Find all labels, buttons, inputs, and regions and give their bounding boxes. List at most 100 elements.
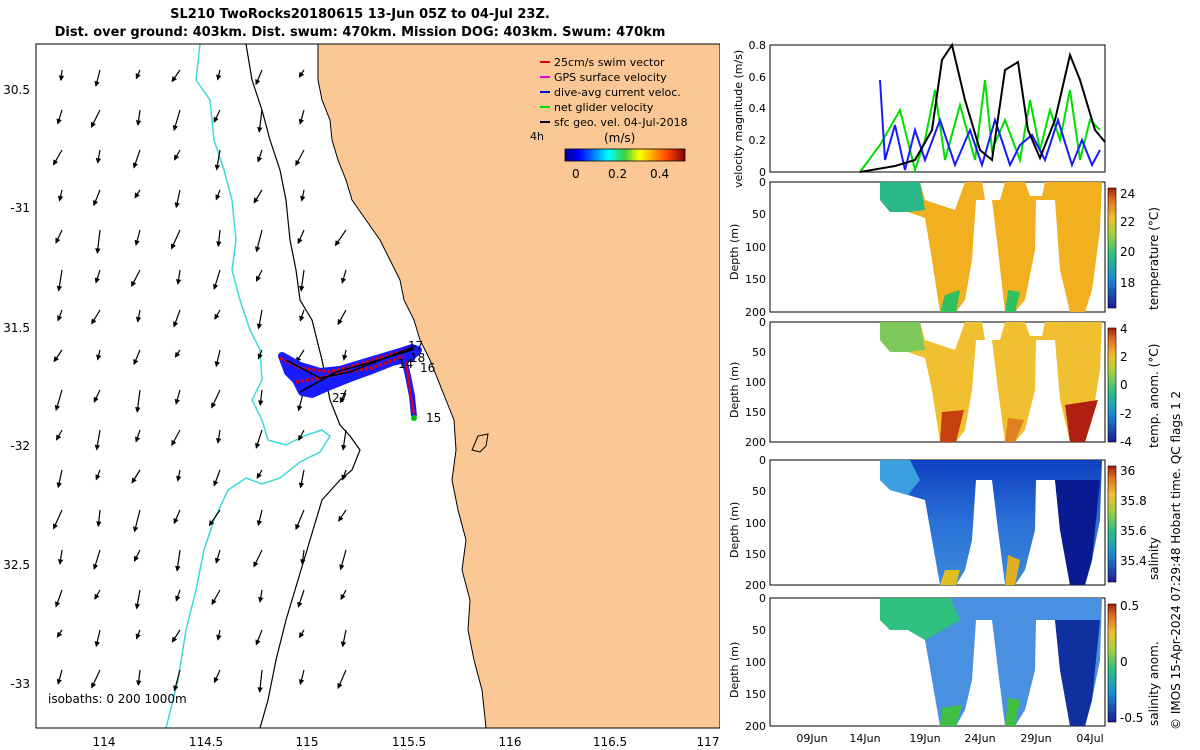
vector-arrowhead bbox=[170, 243, 176, 250]
vector-arrowhead bbox=[216, 241, 222, 248]
vector-arrowhead bbox=[92, 563, 99, 571]
vector-arrowhead bbox=[256, 472, 262, 479]
vector-arrowhead bbox=[57, 195, 64, 202]
vector-arrowhead bbox=[134, 603, 141, 610]
vector-arrowhead bbox=[57, 315, 63, 322]
legend-label-swim: 25cm/s swim vector bbox=[554, 56, 665, 69]
vector-arrowhead bbox=[172, 124, 178, 132]
vector-arrowhead bbox=[135, 120, 142, 126]
vector-arrowhead bbox=[340, 277, 347, 284]
vector-arrowhead bbox=[216, 74, 222, 81]
vector-arrowhead bbox=[255, 442, 261, 449]
svg-text:0: 0 bbox=[759, 592, 766, 605]
sal-anom-field bbox=[880, 598, 1102, 726]
vector-arrowhead bbox=[298, 434, 304, 442]
vector-arrowhead bbox=[95, 474, 101, 481]
vector-arrowhead bbox=[93, 396, 99, 403]
vector-arrowhead bbox=[341, 444, 347, 451]
map-panel: 17 18 14 16 15 27 25cm/s swim vector GPS… bbox=[3, 43, 720, 749]
salinity-colorbar bbox=[1107, 465, 1117, 583]
vector-arrowhead bbox=[338, 515, 344, 522]
svg-text:20: 20 bbox=[1120, 245, 1135, 259]
vector-arrowhead bbox=[52, 523, 58, 530]
svg-text:100: 100 bbox=[745, 656, 766, 669]
vector-arrowhead bbox=[95, 157, 102, 164]
vector-arrowhead bbox=[208, 520, 215, 527]
colorbar-tick: 0 bbox=[572, 167, 580, 181]
map-y-tick: -31 bbox=[10, 201, 30, 215]
vector-arrowhead bbox=[134, 239, 140, 246]
vector-arrowhead bbox=[94, 80, 100, 87]
vector-arrowhead bbox=[173, 518, 179, 525]
vector-arrowhead bbox=[299, 315, 305, 322]
vector-arrowhead bbox=[214, 313, 220, 320]
vector-arrowhead bbox=[171, 636, 178, 643]
temperature-field bbox=[880, 182, 1102, 312]
svg-text:50: 50 bbox=[752, 346, 766, 359]
map-colorbar bbox=[564, 148, 686, 162]
vector-arrowhead bbox=[133, 359, 139, 366]
vector-arrowhead bbox=[94, 593, 100, 600]
svg-text:35.6: 35.6 bbox=[1120, 524, 1147, 538]
vector-arrowhead bbox=[298, 482, 305, 489]
vector-arrowhead bbox=[55, 601, 61, 608]
vector-arrowhead bbox=[57, 559, 64, 565]
vector-arrowhead bbox=[96, 354, 102, 361]
vector-arrowhead bbox=[58, 75, 65, 82]
vector-arrowhead bbox=[173, 321, 179, 328]
svg-text:50: 50 bbox=[752, 208, 766, 221]
vector-arrowhead bbox=[136, 680, 142, 687]
vector-arrowhead bbox=[133, 526, 139, 533]
vector-arrowhead bbox=[342, 354, 348, 361]
depth-ticks: 0 50 100 150 200 0 50 100 150 200 0 50 1… bbox=[745, 176, 766, 733]
velocity-y-tick: 0.6 bbox=[749, 71, 767, 84]
vector-arrowhead bbox=[91, 682, 97, 689]
vector-arrowhead bbox=[174, 398, 180, 405]
vector-arrowhead bbox=[215, 194, 221, 201]
svg-text:0: 0 bbox=[759, 454, 766, 467]
vector-arrowhead bbox=[212, 283, 219, 291]
legend-label-gps: GPS surface velocity bbox=[554, 71, 667, 84]
vector-arrowhead bbox=[298, 71, 305, 78]
vector-arrowhead bbox=[55, 237, 61, 244]
svg-text:35.4: 35.4 bbox=[1120, 554, 1147, 568]
svg-text:0: 0 bbox=[1120, 378, 1128, 392]
legend-label-dive: dive-avg current veloc. bbox=[554, 86, 681, 99]
temperature-colorbar bbox=[1107, 187, 1117, 309]
temp-anom-ylabel: Depth (m) bbox=[728, 362, 741, 418]
svg-text:150: 150 bbox=[745, 548, 766, 561]
svg-text:36: 36 bbox=[1120, 464, 1135, 478]
map-legend: 25cm/s swim vector GPS surface velocity … bbox=[530, 56, 688, 145]
island bbox=[471, 433, 489, 453]
svg-text:200: 200 bbox=[745, 436, 766, 449]
vector-arrowhead bbox=[297, 238, 303, 245]
vector-arrowhead bbox=[295, 159, 301, 167]
copyright-note: © IMOS 15-Apr-2024 07:29:48 Hobart time.… bbox=[1169, 391, 1183, 730]
vector-arrowhead bbox=[257, 687, 263, 694]
day-label: 16 bbox=[420, 361, 435, 375]
vector-arrowhead bbox=[90, 121, 96, 129]
vector-arrowhead bbox=[339, 397, 345, 404]
vector-arrowhead bbox=[134, 436, 141, 443]
map-x-tick: 115 bbox=[296, 735, 319, 749]
sal-anom-ylabel: Depth (m) bbox=[728, 642, 741, 698]
svg-text:14Jun: 14Jun bbox=[849, 732, 880, 745]
vector-arrowhead bbox=[253, 197, 259, 204]
legend-label-sfc: sfc geo. vel. 04-Jul-2018 bbox=[554, 116, 688, 129]
vector-arrowhead bbox=[298, 631, 305, 639]
vector-arrowhead bbox=[135, 316, 142, 323]
vector-arrowhead bbox=[300, 559, 306, 566]
vector-arrowhead bbox=[214, 557, 221, 564]
map-y-tick: 32.5 bbox=[3, 558, 30, 572]
vector-arrowhead bbox=[211, 402, 217, 409]
vector-arrowhead bbox=[258, 400, 264, 407]
velocity-lines bbox=[859, 42, 1106, 174]
salinity-cbar-label: salinity bbox=[1147, 537, 1161, 580]
svg-text:150: 150 bbox=[745, 273, 766, 286]
vector-arrowhead bbox=[213, 116, 219, 123]
land-area bbox=[318, 44, 720, 728]
vector-arrowhead bbox=[56, 631, 63, 638]
figure-title: SL210 TwoRocks20180615 13-Jun 05Z to 04-… bbox=[0, 6, 720, 42]
vector-arrowhead bbox=[96, 521, 102, 528]
vector-arrowhead bbox=[56, 285, 63, 292]
